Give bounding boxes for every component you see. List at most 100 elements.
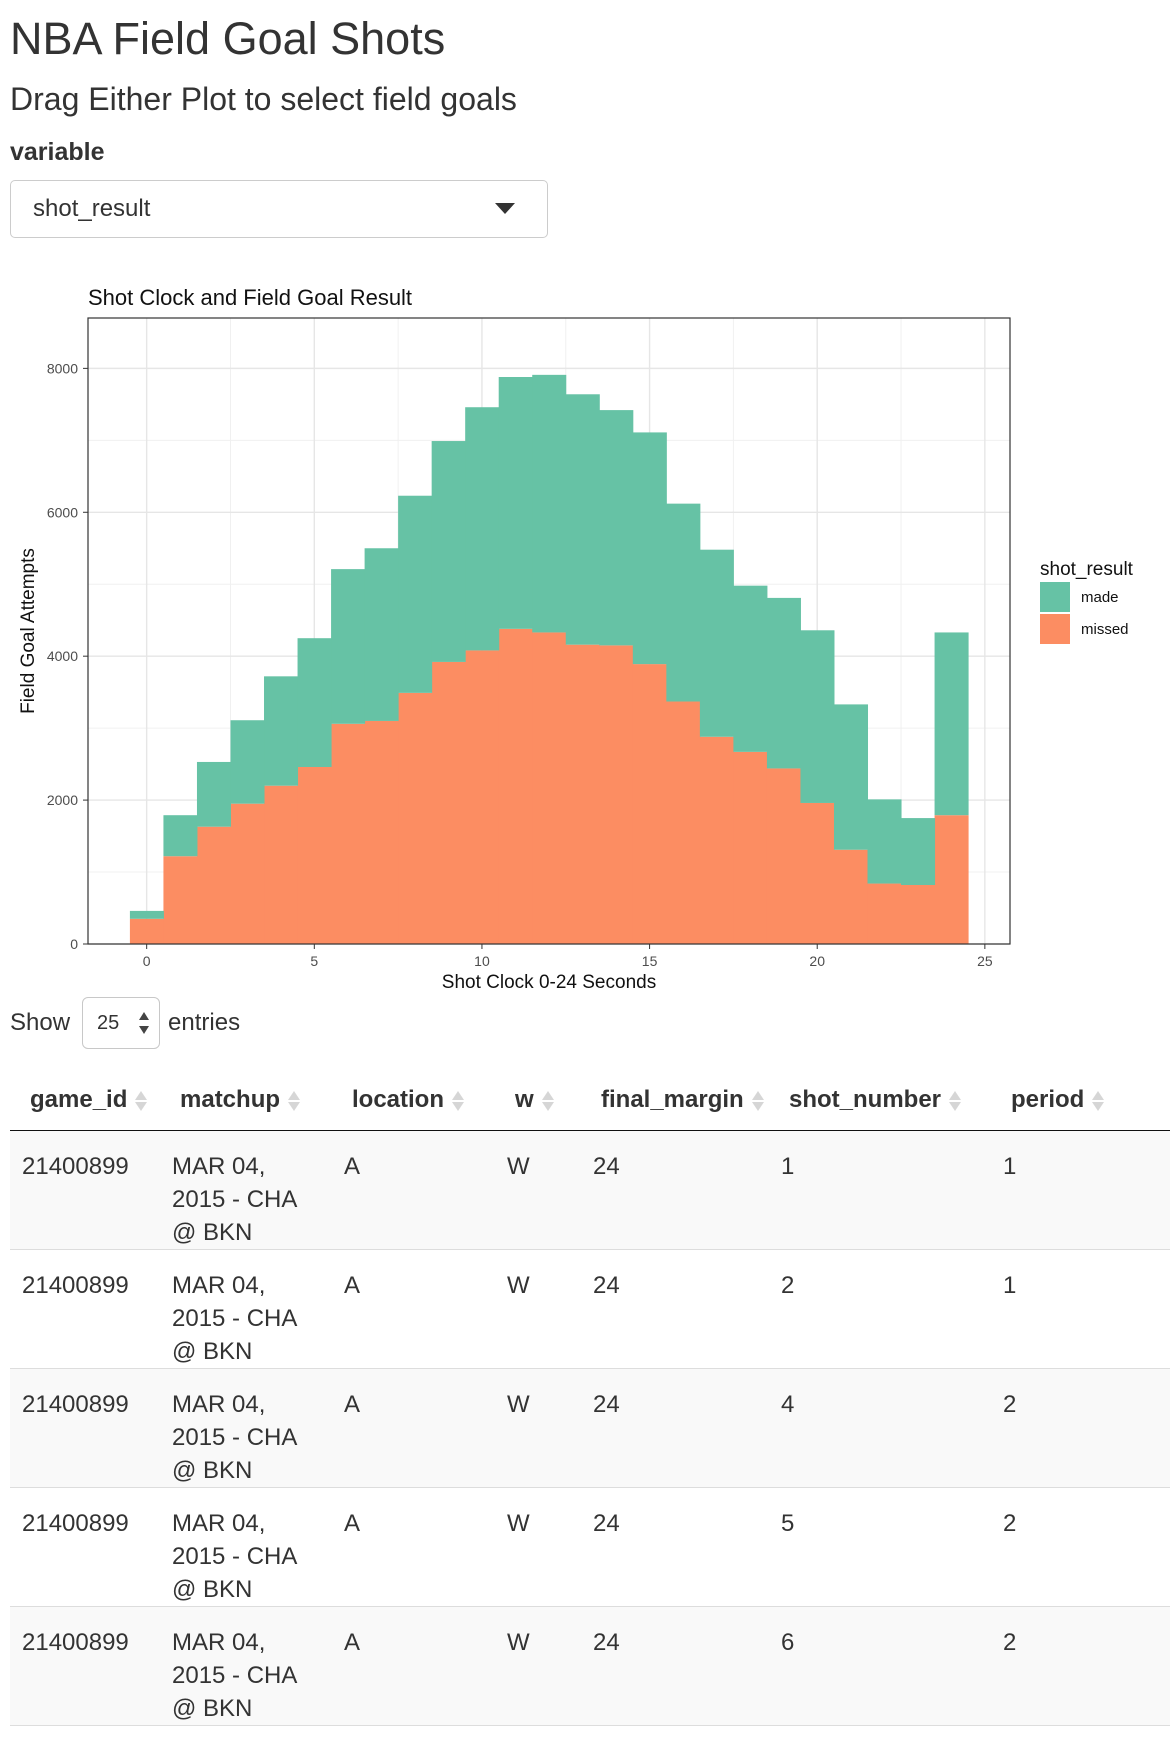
bar-missed <box>666 701 701 944</box>
cell-location: A <box>332 1249 495 1369</box>
sort-icon <box>288 1089 302 1113</box>
cell-location: A <box>332 1606 495 1726</box>
bar-made <box>264 676 299 786</box>
x-tick-label: 15 <box>642 953 658 969</box>
caret-down-icon <box>495 203 515 214</box>
bar-missed <box>532 632 567 944</box>
bar-missed <box>565 644 600 944</box>
bar-made <box>431 441 466 662</box>
column-header-label: period <box>1011 1086 1085 1113</box>
bar-missed <box>733 751 768 944</box>
bar-made <box>331 569 366 724</box>
bar-made <box>699 549 734 737</box>
cell-final_margin: 24 <box>581 1130 769 1250</box>
cell-matchup: MAR 04, 2015 - CHA @ BKN <box>160 1130 332 1250</box>
x-tick-label: 10 <box>474 953 490 969</box>
column-header-period[interactable]: period <box>991 1070 1170 1131</box>
bar-made <box>297 638 332 767</box>
bar-missed <box>163 856 198 944</box>
sort-icon <box>949 1089 963 1113</box>
bar-missed <box>833 849 869 944</box>
table-row[interactable]: 21400899 MAR 04, 2015 - CHA @ BKN A W 24 4 2 <box>10 1368 1170 1488</box>
bar-made <box>196 761 231 827</box>
bar-missed <box>632 664 667 944</box>
y-axis-label: Field Goal Attempts <box>18 548 39 714</box>
bar-missed <box>465 650 500 944</box>
bar-missed <box>431 661 466 944</box>
bar-made <box>800 630 835 803</box>
cell-location: A <box>332 1368 495 1488</box>
cell-w: W <box>495 1487 581 1607</box>
bar-missed <box>230 803 265 944</box>
table-row[interactable]: 21400899 MAR 04, 2015 - CHA @ BKN A W 24 5 2 <box>10 1487 1170 1607</box>
cell-shot_number: 5 <box>769 1487 991 1607</box>
sort-icon <box>541 1089 556 1113</box>
bar-made <box>465 407 500 651</box>
bar-missed <box>331 723 366 944</box>
column-header-shot_number[interactable]: shot_number <box>769 1070 991 1131</box>
bar-made <box>733 585 768 752</box>
column-header-final_margin[interactable]: final_margin <box>581 1070 769 1131</box>
cell-final_margin: 24 <box>581 1368 769 1488</box>
variable-select[interactable]: shot_result <box>10 180 548 238</box>
y-tick-label: 6000 <box>47 504 78 520</box>
legend-swatch-made <box>1040 582 1070 612</box>
entries-label: entries <box>168 1009 241 1036</box>
cell-location: A <box>332 1130 495 1250</box>
legend-title: shot_result <box>1040 559 1134 580</box>
page-title: NBA Field Goal Shots <box>10 13 446 64</box>
table-body: 21400899 MAR 04, 2015 - CHA @ BKN A W 24 1 1 21… <box>10 1130 1170 1726</box>
column-header-game_id[interactable]: game_id <box>10 1070 160 1131</box>
bar-made <box>565 394 600 645</box>
sort-icon <box>751 1089 766 1113</box>
legend-label-missed: missed <box>1081 621 1129 638</box>
cell-game_id: 21400899 <box>10 1249 160 1369</box>
cell-final_margin: 24 <box>581 1249 769 1369</box>
bar-missed <box>196 826 231 944</box>
bar-made <box>498 377 533 629</box>
plot-border <box>87 317 1011 945</box>
variable-label: variable <box>10 138 105 166</box>
cell-shot_number: 1 <box>769 1130 991 1250</box>
sort-icon <box>135 1089 149 1113</box>
column-header-location[interactable]: location <box>332 1070 495 1131</box>
show-label: Show <box>10 1009 71 1036</box>
bar-made <box>632 432 667 665</box>
page-length-select[interactable]: 25 <box>82 997 161 1049</box>
bar-made <box>398 495 433 693</box>
histogram-svg[interactable]: 0 2000 4000 6000 8000 0 5 10 15 20 25 Shot Clock an… <box>0 270 1170 990</box>
table-row[interactable]: 21400899 MAR 04, 2015 - CHA @ BKN A W 24 2 1 <box>10 1249 1170 1369</box>
column-header-label: shot_number <box>789 1086 942 1113</box>
legend-label-made: made <box>1081 589 1119 606</box>
bar-made <box>230 720 265 804</box>
column-header-label: final_margin <box>601 1086 744 1113</box>
page-length-control: Show 25 entries <box>10 996 240 1050</box>
column-header-label: matchup <box>180 1086 281 1113</box>
cell-matchup: MAR 04, 2015 - CHA @ BKN <box>160 1487 332 1607</box>
bar-made <box>364 548 399 721</box>
cell-period: 1 <box>991 1249 1170 1369</box>
histogram-chart[interactable]: 0 2000 4000 6000 8000 0 5 10 15 20 25 Shot Clock an… <box>0 270 1170 990</box>
cell-w: W <box>495 1606 581 1726</box>
table-row[interactable]: 21400899 MAR 04, 2015 - CHA @ BKN A W 24 6 2 <box>10 1606 1170 1726</box>
sort-icon <box>1092 1089 1106 1113</box>
bar-missed <box>297 766 332 944</box>
cell-period: 2 <box>991 1368 1170 1488</box>
column-header-matchup[interactable]: matchup <box>160 1070 332 1131</box>
column-header-w[interactable]: w <box>495 1070 581 1131</box>
legend-swatch-missed <box>1040 614 1070 644</box>
column-header-label: location <box>352 1086 445 1113</box>
page-length-value: 25 <box>97 1011 120 1034</box>
bar-made <box>901 818 936 885</box>
cell-final_margin: 24 <box>581 1606 769 1726</box>
table-row[interactable]: 21400899 MAR 04, 2015 - CHA @ BKN A W 24 1 1 <box>10 1130 1170 1250</box>
bar-missed <box>364 720 399 944</box>
cell-game_id: 21400899 <box>10 1368 160 1488</box>
bar-missed <box>901 884 936 944</box>
bar-missed <box>498 628 533 944</box>
cell-period: 1 <box>991 1130 1170 1250</box>
bar-made <box>532 374 567 633</box>
bar-made <box>934 632 969 816</box>
bar-made <box>833 704 869 850</box>
bar-missed <box>800 802 835 944</box>
